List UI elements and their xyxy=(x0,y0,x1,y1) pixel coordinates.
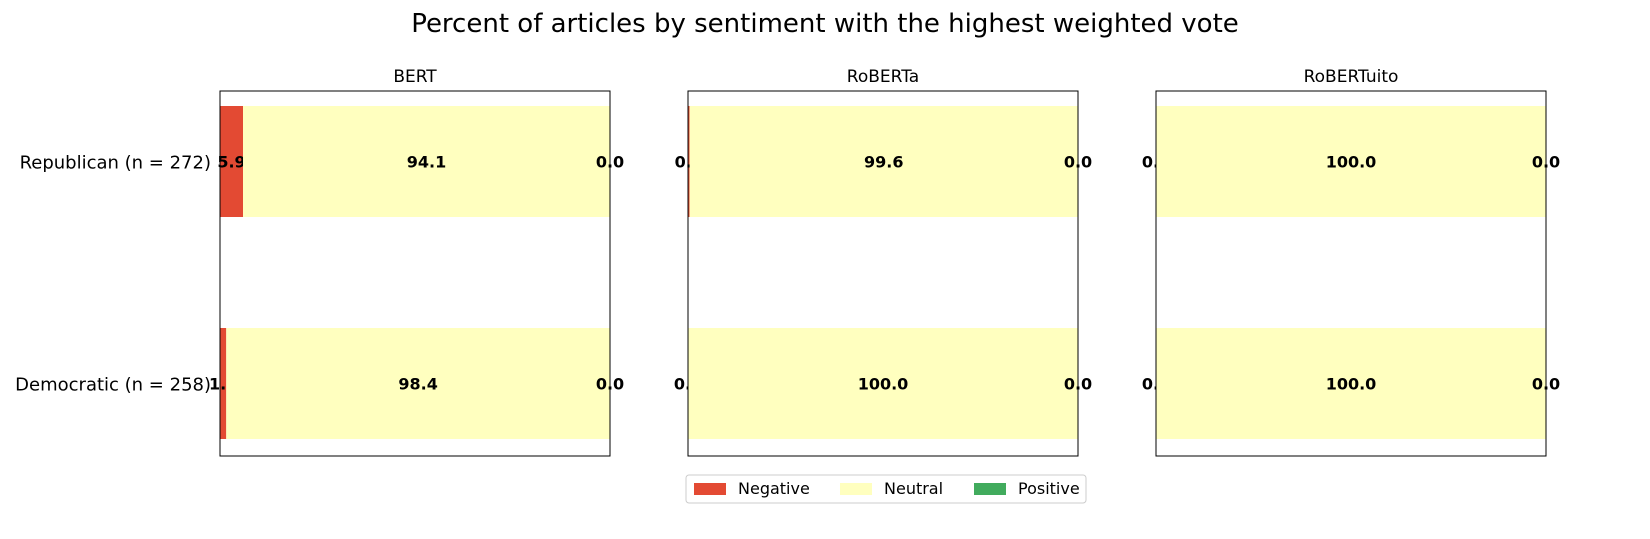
legend-swatch-neutral xyxy=(840,483,872,495)
bar-roberta-democratic-neutral xyxy=(688,328,1078,439)
bar-robertuito-democratic-neutral xyxy=(1156,328,1546,439)
category-label-0: Republican (n = 272) xyxy=(20,153,211,174)
bar-bert-democratic-negative xyxy=(220,328,227,439)
panel-frame-bert xyxy=(219,90,611,457)
panel-title-robertuito: RoBERTuito xyxy=(1304,67,1399,87)
legend-box xyxy=(685,474,1087,504)
bar-roberta-republican-negative xyxy=(688,106,690,217)
value-label-roberta-1-neutral: 100.0 xyxy=(858,375,909,394)
legend: Negative Neutral Positive xyxy=(685,474,1087,504)
value-label-bert-0-negative: 5.9 xyxy=(217,153,245,172)
legend-item-negative: Negative xyxy=(694,479,810,498)
category-label-1: Democratic (n = 258) xyxy=(15,375,211,396)
legend-label-negative: Negative xyxy=(738,479,810,498)
bar-robertuito-republican-neutral xyxy=(1156,106,1546,217)
legend-label-neutral: Neutral xyxy=(884,479,943,498)
value-label-robertuito-1-neutral: 100.0 xyxy=(1326,375,1377,394)
legend-item-neutral: Neutral xyxy=(840,479,943,498)
value-label-roberta-0-neutral: 99.6 xyxy=(864,153,903,172)
panel-title-bert: BERT xyxy=(393,67,437,87)
panel-frame-robertuito xyxy=(1155,90,1547,457)
value-label-robertuito-0-neutral: 100.0 xyxy=(1326,153,1377,172)
value-label-bert-0-neutral: 94.1 xyxy=(407,153,446,172)
legend-label-positive: Positive xyxy=(1018,479,1080,498)
bar-bert-republican-negative xyxy=(220,106,244,217)
value-label-bert-1-neutral: 98.4 xyxy=(398,375,437,394)
legend-swatch-positive xyxy=(974,483,1006,495)
panel-frame-roberta xyxy=(687,90,1079,457)
bar-bert-republican-neutral xyxy=(243,106,610,217)
chart-title: Percent of articles by sentiment with th… xyxy=(411,9,1239,39)
panel-title-roberta: RoBERTa xyxy=(847,67,919,87)
bar-roberta-republican-neutral xyxy=(689,106,1078,217)
legend-swatch-negative xyxy=(694,483,726,495)
bar-bert-democratic-neutral xyxy=(226,328,611,439)
legend-item-positive: Positive xyxy=(974,479,1080,498)
